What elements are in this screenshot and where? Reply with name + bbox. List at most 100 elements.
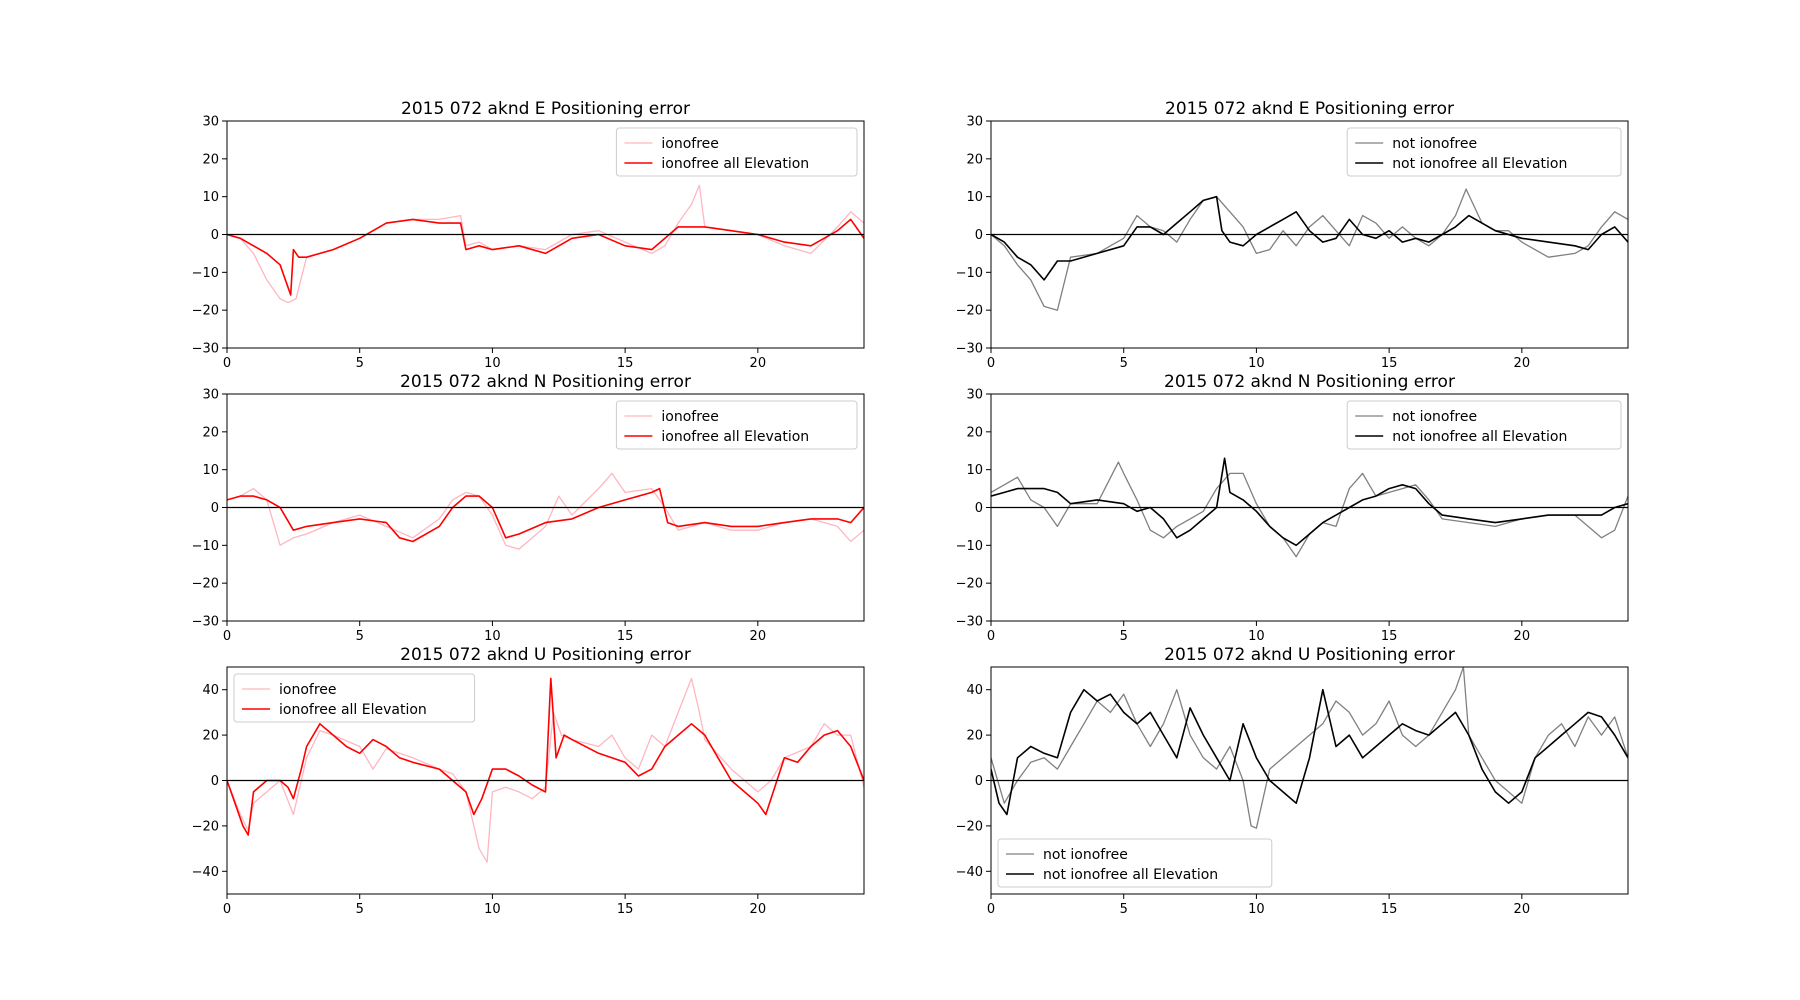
y-tick-label: −20 <box>192 304 219 319</box>
legend-label: not ionofree all Elevation <box>1392 429 1567 445</box>
legend: ionofree ionofree all Elevation <box>233 673 476 723</box>
panel-title: 2015 072 aknd N Positioning error <box>400 372 691 392</box>
x-tick-label: 15 <box>617 902 634 917</box>
x-tick-label: 5 <box>1120 356 1128 371</box>
legend-label: ionofree <box>279 682 337 698</box>
x-tick-label: 15 <box>1381 629 1398 644</box>
y-tick-label: 0 <box>211 501 219 516</box>
x-tick-label: 10 <box>1248 629 1265 644</box>
y-tick-label: −10 <box>192 266 219 281</box>
panel-N-not: 0 5 10 15 20 −30 −20 −10 0 10 20 30 2015 072 aknd N … <box>956 372 1629 644</box>
panel-E-not: 0 5 10 15 20 −30 −20 −10 0 10 20 30 2015 072 aknd E … <box>956 99 1629 371</box>
panel-title: 2015 072 aknd N Positioning error <box>1164 372 1455 392</box>
y-tick-label: 40 <box>202 683 219 698</box>
y-tick-label: −20 <box>956 304 983 319</box>
x-tick-label: 0 <box>987 629 995 644</box>
x-tick-label: 20 <box>750 356 767 371</box>
y-tick-label: −20 <box>192 577 219 592</box>
y-tick-label: −30 <box>192 342 219 357</box>
x-tick-label: 5 <box>1120 629 1128 644</box>
panel-N-ionofree: 0 5 10 15 20 −30 −20 −10 0 10 20 30 2015 072 aknd N … <box>192 372 865 644</box>
y-tick-label: 40 <box>966 683 983 698</box>
legend-box <box>997 838 1273 888</box>
y-tick-label: −40 <box>192 865 219 880</box>
y-tick-label: 10 <box>202 190 219 205</box>
series-line-primary <box>991 188 1628 311</box>
series-line-all-elevation <box>227 218 864 296</box>
y-tick-label: 0 <box>975 228 983 243</box>
legend-label: not ionofree <box>1043 847 1128 863</box>
legend-label: not ionofree all Elevation <box>1043 867 1218 883</box>
panel-U-not: 0 5 10 15 20 −40 −20 0 20 40 2015 072 aknd U Posit… <box>956 645 1629 917</box>
y-tick-label: 0 <box>211 774 219 789</box>
x-tick-label: 15 <box>1381 356 1398 371</box>
legend: not ionofree not ionofree all Elevation <box>1346 400 1622 450</box>
x-tick-label: 15 <box>1381 902 1398 917</box>
y-tick-label: −30 <box>956 342 983 357</box>
x-tick-label: 10 <box>484 902 501 917</box>
x-tick-label: 0 <box>223 629 231 644</box>
x-tick-label: 5 <box>356 629 364 644</box>
y-tick-label: 0 <box>975 501 983 516</box>
x-tick-label: 0 <box>987 356 995 371</box>
y-tick-label: −40 <box>956 865 983 880</box>
legend-label: ionofree all Elevation <box>661 156 809 172</box>
x-tick-label: 10 <box>484 356 501 371</box>
legend-label: ionofree <box>661 409 719 425</box>
y-tick-label: 0 <box>975 774 983 789</box>
x-tick-label: 5 <box>356 356 364 371</box>
y-tick-label: −10 <box>192 539 219 554</box>
y-tick-label: −10 <box>956 266 983 281</box>
x-tick-label: 0 <box>987 902 995 917</box>
panel-title: 2015 072 aknd E Positioning error <box>401 99 690 119</box>
y-tick-label: 20 <box>966 425 983 440</box>
y-tick-label: 10 <box>202 463 219 478</box>
x-tick-label: 5 <box>356 902 364 917</box>
x-tick-label: 15 <box>617 629 634 644</box>
y-tick-label: 20 <box>202 152 219 167</box>
x-tick-label: 0 <box>223 356 231 371</box>
y-tick-label: 20 <box>966 729 983 744</box>
x-tick-label: 20 <box>1514 902 1531 917</box>
series-line-all-elevation <box>991 688 1628 816</box>
legend-box <box>233 673 476 723</box>
x-tick-label: 5 <box>1120 902 1128 917</box>
y-tick-label: −30 <box>192 615 219 630</box>
series-line-primary <box>227 677 864 863</box>
y-tick-label: 10 <box>966 463 983 478</box>
x-tick-label: 0 <box>223 902 231 917</box>
legend-box <box>615 127 858 177</box>
y-tick-label: −20 <box>192 819 219 834</box>
x-tick-label: 15 <box>617 356 634 371</box>
legend-box <box>1346 127 1622 177</box>
panel-title: 2015 072 aknd E Positioning error <box>1165 99 1454 119</box>
legend: not ionofree not ionofree all Elevation <box>1346 127 1622 177</box>
y-tick-label: −30 <box>956 615 983 630</box>
panel-title: 2015 072 aknd U Positioning error <box>400 645 691 665</box>
legend-label: ionofree all Elevation <box>661 429 809 445</box>
series-line-all-elevation <box>991 195 1628 281</box>
y-tick-label: 30 <box>202 115 219 130</box>
legend-label: not ionofree <box>1392 409 1477 425</box>
legend-label: not ionofree <box>1392 136 1477 152</box>
series-line-primary <box>227 472 864 550</box>
x-tick-label: 20 <box>750 629 767 644</box>
legend-box <box>615 400 858 450</box>
x-tick-label: 20 <box>1514 629 1531 644</box>
legend: ionofree ionofree all Elevation <box>615 127 858 177</box>
y-tick-label: 10 <box>966 190 983 205</box>
x-tick-label: 20 <box>1514 356 1531 371</box>
x-tick-label: 10 <box>1248 902 1265 917</box>
panel-U-ionofree: 0 5 10 15 20 −40 −20 0 20 40 2015 072 aknd U Posit… <box>192 645 865 917</box>
y-tick-label: −20 <box>956 577 983 592</box>
x-tick-label: 20 <box>750 902 767 917</box>
y-tick-label: 20 <box>202 425 219 440</box>
legend-label: ionofree all Elevation <box>279 702 427 718</box>
y-tick-label: 30 <box>202 388 219 403</box>
x-tick-label: 10 <box>484 629 501 644</box>
x-tick-label: 10 <box>1248 356 1265 371</box>
series-line-all-elevation <box>227 487 864 543</box>
legend-label: not ionofree all Elevation <box>1392 156 1567 172</box>
panel-E-ionofree: 0 5 10 15 20 −30 −20 −10 0 10 20 30 2015 072 aknd E … <box>192 99 865 371</box>
